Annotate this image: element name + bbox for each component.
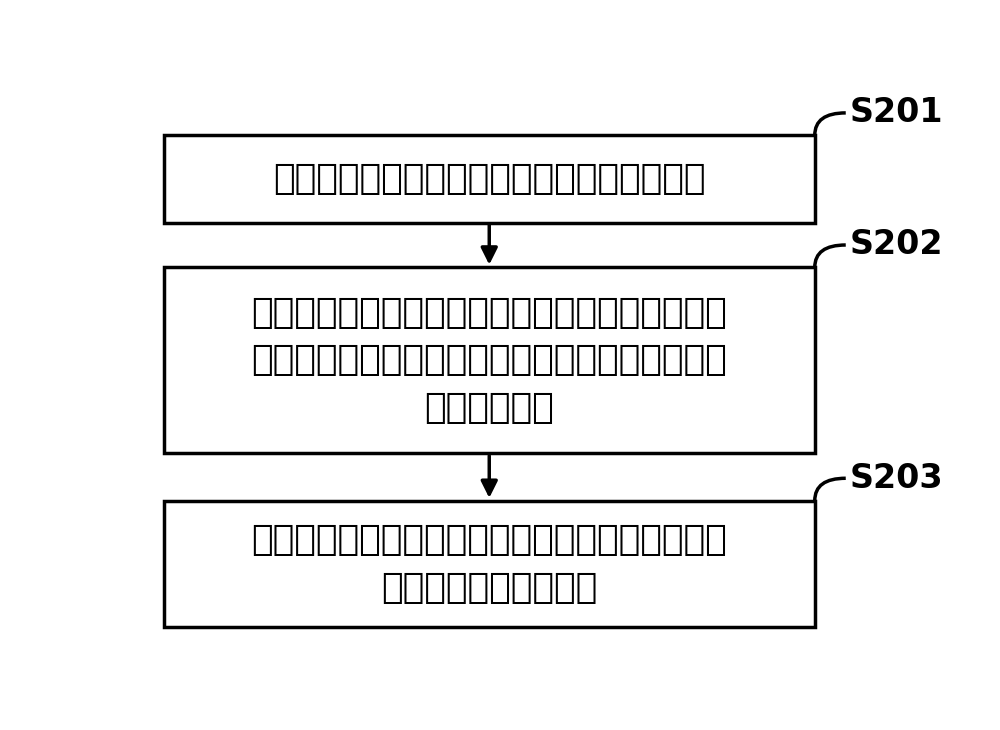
- Text: 对夹具状态数据中的异常值进行修正，得到第一修
正数据，并对环境数据中的异常值进行修正，得到
第二修正数据: 对夹具状态数据中的异常值进行修正，得到第一修 正数据，并对环境数据中的异常值进行…: [251, 296, 727, 425]
- Text: S201: S201: [850, 96, 943, 129]
- Text: 分别确定夹具状态数据和环境数据中的异常值: 分别确定夹具状态数据和环境数据中的异常值: [273, 162, 706, 196]
- Bar: [164, 135, 815, 223]
- Text: S202: S202: [850, 228, 943, 261]
- Text: 对第一修正数据和第二修正数据进行融合，得到待
测夹具的目标融合数据: 对第一修正数据和第二修正数据进行融合，得到待 测夹具的目标融合数据: [251, 523, 727, 604]
- Bar: [164, 267, 815, 453]
- Bar: [164, 501, 815, 627]
- Text: S203: S203: [850, 462, 943, 495]
